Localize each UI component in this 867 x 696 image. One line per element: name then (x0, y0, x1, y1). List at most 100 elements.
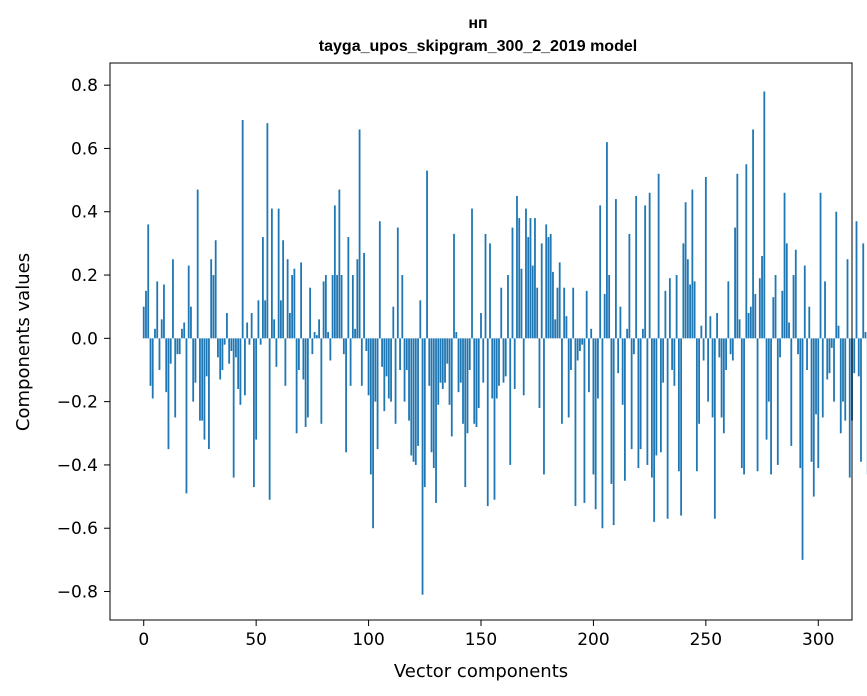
bar-93 (351, 275, 354, 339)
bar-208 (610, 338, 613, 484)
bar-176 (538, 338, 541, 408)
bar-183 (554, 319, 557, 339)
bar-11 (167, 338, 170, 450)
bar-307 (833, 338, 835, 402)
bar-107 (383, 338, 386, 412)
y-tick-label-8: 0.8 (71, 76, 98, 96)
bar-1 (145, 290, 147, 339)
bar-117 (405, 338, 408, 370)
bar-141 (459, 338, 462, 383)
bar-116 (403, 338, 406, 402)
bar-193 (576, 338, 579, 361)
bar-38 (228, 338, 231, 364)
bar-30 (210, 259, 213, 339)
bar-186 (561, 338, 563, 424)
bar-50 (255, 338, 258, 440)
bar-100 (367, 338, 370, 396)
bar-20 (187, 265, 190, 339)
bars-group (142, 91, 867, 595)
bar-265 (738, 319, 741, 339)
bar-26 (201, 338, 204, 421)
bar-0 (142, 306, 145, 339)
bar-66 (291, 275, 294, 339)
bar-213 (621, 338, 624, 405)
bar-47 (248, 338, 251, 345)
bar-305 (828, 338, 831, 374)
bar-291 (797, 338, 799, 355)
bar-43 (239, 338, 242, 405)
bar-232 (664, 290, 667, 339)
bar-168 (520, 268, 523, 339)
bar-278 (767, 338, 770, 402)
bar-63 (284, 338, 287, 386)
bar-110 (390, 338, 392, 402)
bar-99 (365, 338, 368, 351)
bar-220 (637, 338, 640, 469)
bar-160 (502, 338, 505, 383)
bar-36 (223, 338, 226, 345)
bar-98 (363, 252, 365, 339)
bar-296 (808, 306, 811, 339)
bar-162 (507, 275, 509, 339)
bar-78 (318, 319, 321, 339)
bar-158 (498, 338, 500, 386)
bar-12 (169, 338, 172, 364)
bar-101 (369, 338, 372, 475)
bar-6 (156, 281, 159, 339)
bar-257 (720, 338, 723, 418)
bar-163 (509, 338, 512, 465)
bar-7 (158, 338, 161, 370)
bar-67 (293, 268, 296, 339)
bar-51 (257, 300, 260, 339)
bar-195 (581, 338, 584, 345)
bar-134 (444, 338, 446, 383)
bar-88 (340, 275, 343, 339)
bar-255 (716, 313, 718, 339)
bar-314 (848, 338, 851, 478)
bar-182 (552, 271, 554, 339)
bar-91 (347, 237, 350, 339)
bar-288 (790, 338, 793, 446)
bar-96 (358, 129, 361, 339)
bar-92 (349, 338, 352, 386)
bar-191 (572, 287, 575, 339)
bar-170 (525, 208, 527, 339)
bar-308 (835, 211, 838, 339)
bar-316 (853, 338, 856, 374)
bar-10 (165, 338, 168, 393)
bar-104 (376, 338, 379, 450)
bar-210 (615, 199, 617, 339)
bar-270 (749, 306, 752, 339)
bar-58 (273, 319, 276, 339)
bar-142 (462, 338, 464, 424)
bar-256 (718, 338, 721, 358)
bar-204 (601, 338, 604, 529)
bar-165 (513, 338, 516, 389)
bar-241 (684, 202, 687, 339)
bar-59 (275, 338, 278, 367)
bar-167 (518, 218, 521, 339)
bar-275 (761, 256, 763, 339)
bar-125 (423, 338, 426, 488)
bar-124 (421, 338, 424, 595)
bar-135 (446, 338, 449, 364)
bar-149 (477, 338, 480, 408)
bar-243 (689, 284, 692, 339)
bar-245 (693, 281, 696, 339)
bar-41 (235, 338, 237, 358)
bar-79 (320, 338, 323, 424)
y-axis-ticks: −0.8 −0.6 −0.4 −0.2 0.0 0.2 0.4 0.6 0.8 (57, 76, 110, 603)
bar-295 (806, 338, 808, 370)
bar-225 (648, 192, 651, 339)
bar-237 (675, 275, 678, 339)
bar-13 (172, 259, 174, 339)
bar-34 (219, 338, 222, 380)
y-tick-label-6: 0.4 (71, 203, 98, 223)
bar-22 (192, 338, 195, 402)
bar-122 (417, 338, 419, 446)
bar-173 (531, 265, 534, 339)
bar-71 (302, 338, 305, 380)
bar-121 (414, 338, 417, 465)
bar-249 (702, 338, 705, 361)
